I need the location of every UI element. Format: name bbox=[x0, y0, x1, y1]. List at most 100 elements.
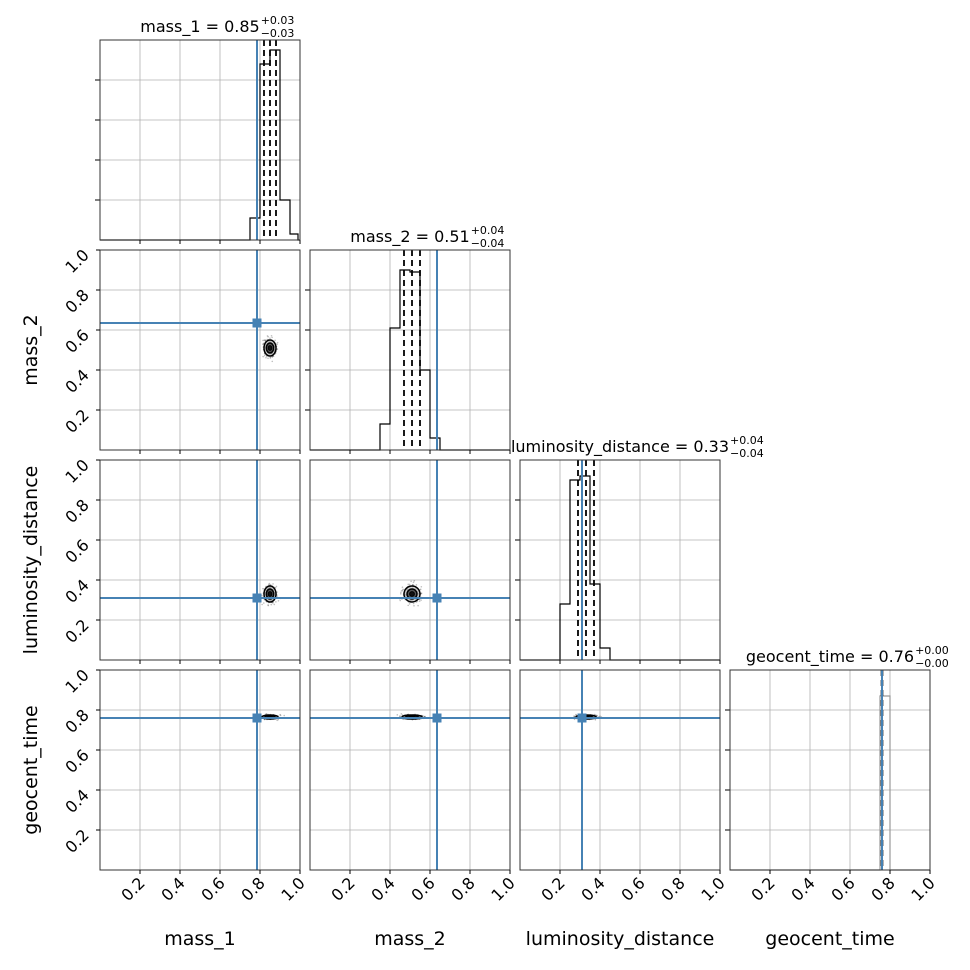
y-tick-label: 0.4 bbox=[61, 785, 92, 816]
sample-point bbox=[400, 590, 403, 592]
sample-point bbox=[599, 715, 601, 717]
x-tick-label: 0.8 bbox=[237, 873, 268, 904]
sample-point bbox=[401, 589, 404, 592]
sample-point bbox=[407, 583, 410, 586]
truth-marker bbox=[252, 318, 262, 328]
sample-point bbox=[413, 580, 416, 582]
x-tick-label: 0.6 bbox=[197, 873, 228, 904]
sample-point bbox=[399, 715, 402, 718]
sample-point bbox=[269, 357, 272, 359]
sample-point bbox=[274, 339, 276, 342]
lower-uncertainty: −0.00 bbox=[915, 657, 949, 670]
panel-mass_2-vs-mass_2: mass_2 = 0.51 +0.04−0.04 bbox=[305, 224, 511, 454]
sample-point bbox=[271, 601, 274, 604]
sample-point bbox=[268, 582, 271, 585]
y-tick-label: 1.0 bbox=[61, 245, 92, 276]
y-tick-label: 0.6 bbox=[61, 745, 92, 776]
x-tick-label: 1.0 bbox=[277, 873, 308, 904]
sample-point bbox=[420, 599, 422, 601]
sample-point bbox=[270, 603, 273, 606]
sample-point bbox=[267, 604, 269, 606]
lower-uncertainty: −0.03 bbox=[261, 27, 295, 40]
sample-point bbox=[276, 595, 279, 597]
sample-point bbox=[412, 602, 415, 605]
upper-uncertainty: +0.03 bbox=[261, 14, 295, 27]
x-tick-label: 0.4 bbox=[787, 873, 818, 904]
panel-luminosity_distance-vs-luminosity_distance: luminosity_distance = 0.33 +0.04−0.04 bbox=[511, 434, 764, 664]
sample-point bbox=[267, 336, 269, 338]
panel-geocent_time-vs-luminosity_distance bbox=[519, 669, 721, 874]
x-tick-label: 0.4 bbox=[157, 873, 188, 904]
upper-uncertainty: +0.00 bbox=[915, 644, 949, 657]
sample-point bbox=[272, 601, 274, 604]
panel-frame bbox=[99, 39, 301, 241]
truth-marker bbox=[252, 713, 262, 723]
panel-frame bbox=[309, 459, 511, 661]
contour-inner bbox=[409, 591, 415, 597]
x-axis-mass_1: 0.2 0.4 0.6 0.8 1.0 mass_1 bbox=[117, 873, 308, 950]
sample-point bbox=[261, 603, 263, 606]
x-tick-label: 0.4 bbox=[577, 873, 608, 904]
lower-uncertainty: −0.04 bbox=[730, 447, 764, 460]
panel-frame bbox=[309, 249, 511, 451]
x-tick-label: 0.6 bbox=[827, 873, 858, 904]
sample-point bbox=[419, 588, 422, 591]
x-axis-label: luminosity_distance bbox=[526, 928, 715, 950]
sample-point bbox=[594, 718, 597, 721]
sample-point bbox=[573, 715, 575, 717]
y-tick-label: 0.8 bbox=[61, 705, 92, 736]
sample-point bbox=[283, 714, 286, 717]
x-axis-luminosity_distance: 0.2 0.4 0.6 0.8 1.0 luminosity_distance bbox=[526, 873, 729, 950]
sample-point bbox=[275, 585, 278, 588]
x-tick-label: 1.0 bbox=[907, 873, 938, 904]
sample-point bbox=[267, 357, 269, 360]
sample-point bbox=[262, 339, 264, 342]
uncertainty-mass_2: +0.04−0.04 bbox=[471, 224, 505, 250]
title-geocent_time: geocent_time = 0.76 bbox=[746, 647, 914, 667]
sample-point bbox=[277, 718, 280, 721]
y-tick-label: 1.0 bbox=[61, 665, 92, 696]
sample-point bbox=[573, 715, 576, 718]
x-tick-label: 1.0 bbox=[487, 873, 518, 904]
sample-point bbox=[266, 335, 269, 337]
sample-point bbox=[276, 719, 278, 722]
panel-geocent_time-vs-geocent_time: geocent_time = 0.76 +0.00−0.00 bbox=[725, 644, 949, 874]
sample-point bbox=[424, 715, 426, 718]
sample-point bbox=[276, 341, 279, 344]
sample-point bbox=[411, 583, 414, 586]
x-tick-label: 0.8 bbox=[657, 873, 688, 904]
sample-point bbox=[265, 712, 268, 715]
y-tick-label: 0.4 bbox=[61, 575, 92, 606]
sample-point bbox=[420, 592, 422, 595]
x-axis-mass_2: 0.2 0.4 0.6 0.8 1.0 mass_2 bbox=[327, 873, 518, 950]
sample-point bbox=[396, 714, 399, 716]
sample-point bbox=[400, 591, 402, 594]
panel-geocent_time-vs-mass_1: 0.2 0.4 0.6 0.8 1.0 bbox=[61, 665, 301, 874]
sample-point bbox=[262, 343, 264, 345]
sample-point bbox=[415, 584, 418, 586]
sample-point bbox=[269, 356, 272, 359]
sample-point bbox=[262, 355, 264, 358]
uncertainty-geocent_time: +0.00−0.00 bbox=[915, 644, 949, 670]
sample-point bbox=[420, 592, 423, 594]
x-axis-geocent_time: 0.2 0.4 0.6 0.8 1.0 geocent_time bbox=[747, 873, 938, 950]
panel-mass_2-vs-mass_1: 0.2 0.4 0.6 0.8 1.0 bbox=[61, 245, 301, 454]
panel-luminosity_distance-vs-mass_2 bbox=[309, 459, 511, 664]
sample-point bbox=[272, 355, 275, 358]
sample-point bbox=[407, 604, 409, 607]
x-tick-label: 0.2 bbox=[117, 873, 148, 904]
x-tick-label: 0.2 bbox=[327, 873, 358, 904]
sample-point bbox=[400, 713, 403, 715]
x-tick-label: 1.0 bbox=[697, 873, 728, 904]
truth-marker bbox=[252, 593, 262, 603]
x-axis-label: geocent_time bbox=[765, 928, 894, 950]
x-axis-label: mass_2 bbox=[374, 928, 446, 950]
sample-point bbox=[279, 713, 281, 716]
y-tick-label: 0.4 bbox=[61, 365, 92, 396]
y-tick-label: 0.2 bbox=[61, 615, 92, 646]
uncertainty-mass_1: +0.03−0.03 bbox=[261, 14, 295, 40]
sample-point bbox=[271, 336, 273, 339]
sample-point bbox=[269, 583, 272, 586]
sample-point bbox=[274, 586, 277, 589]
sample-point bbox=[267, 583, 270, 586]
